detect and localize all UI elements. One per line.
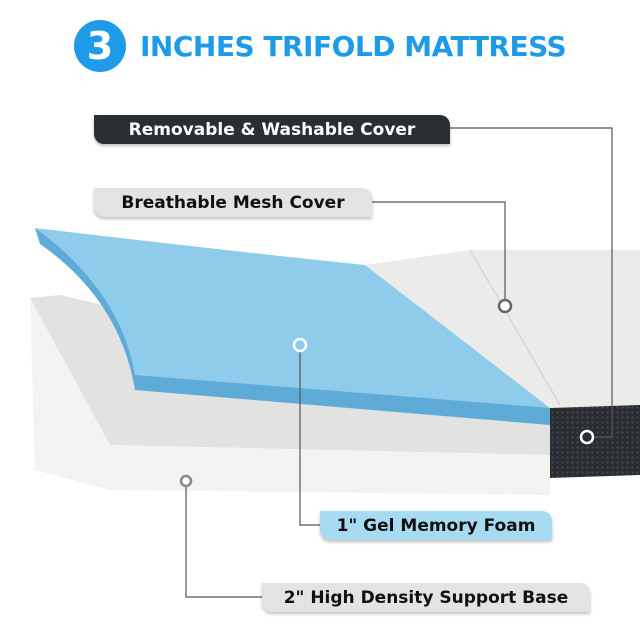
gel-foam-top <box>35 228 550 408</box>
number-badge: 3 <box>74 20 126 72</box>
callout-mesh-cover: Breathable Mesh Cover <box>94 188 372 217</box>
mesh-side <box>550 405 640 478</box>
title: 3 INCHES TRIFOLD MATTRESS <box>74 20 567 72</box>
callout-removable-cover: Removable & Washable Cover <box>94 115 450 144</box>
support-base-front <box>30 298 550 495</box>
mattress-top-surface <box>365 250 640 408</box>
callout-support-base: 2" High Density Support Base <box>262 583 590 612</box>
callout-gel-foam: 1" Gel Memory Foam <box>320 511 552 540</box>
callout-dots <box>179 298 595 488</box>
title-text: INCHES TRIFOLD MATTRESS <box>140 29 567 63</box>
